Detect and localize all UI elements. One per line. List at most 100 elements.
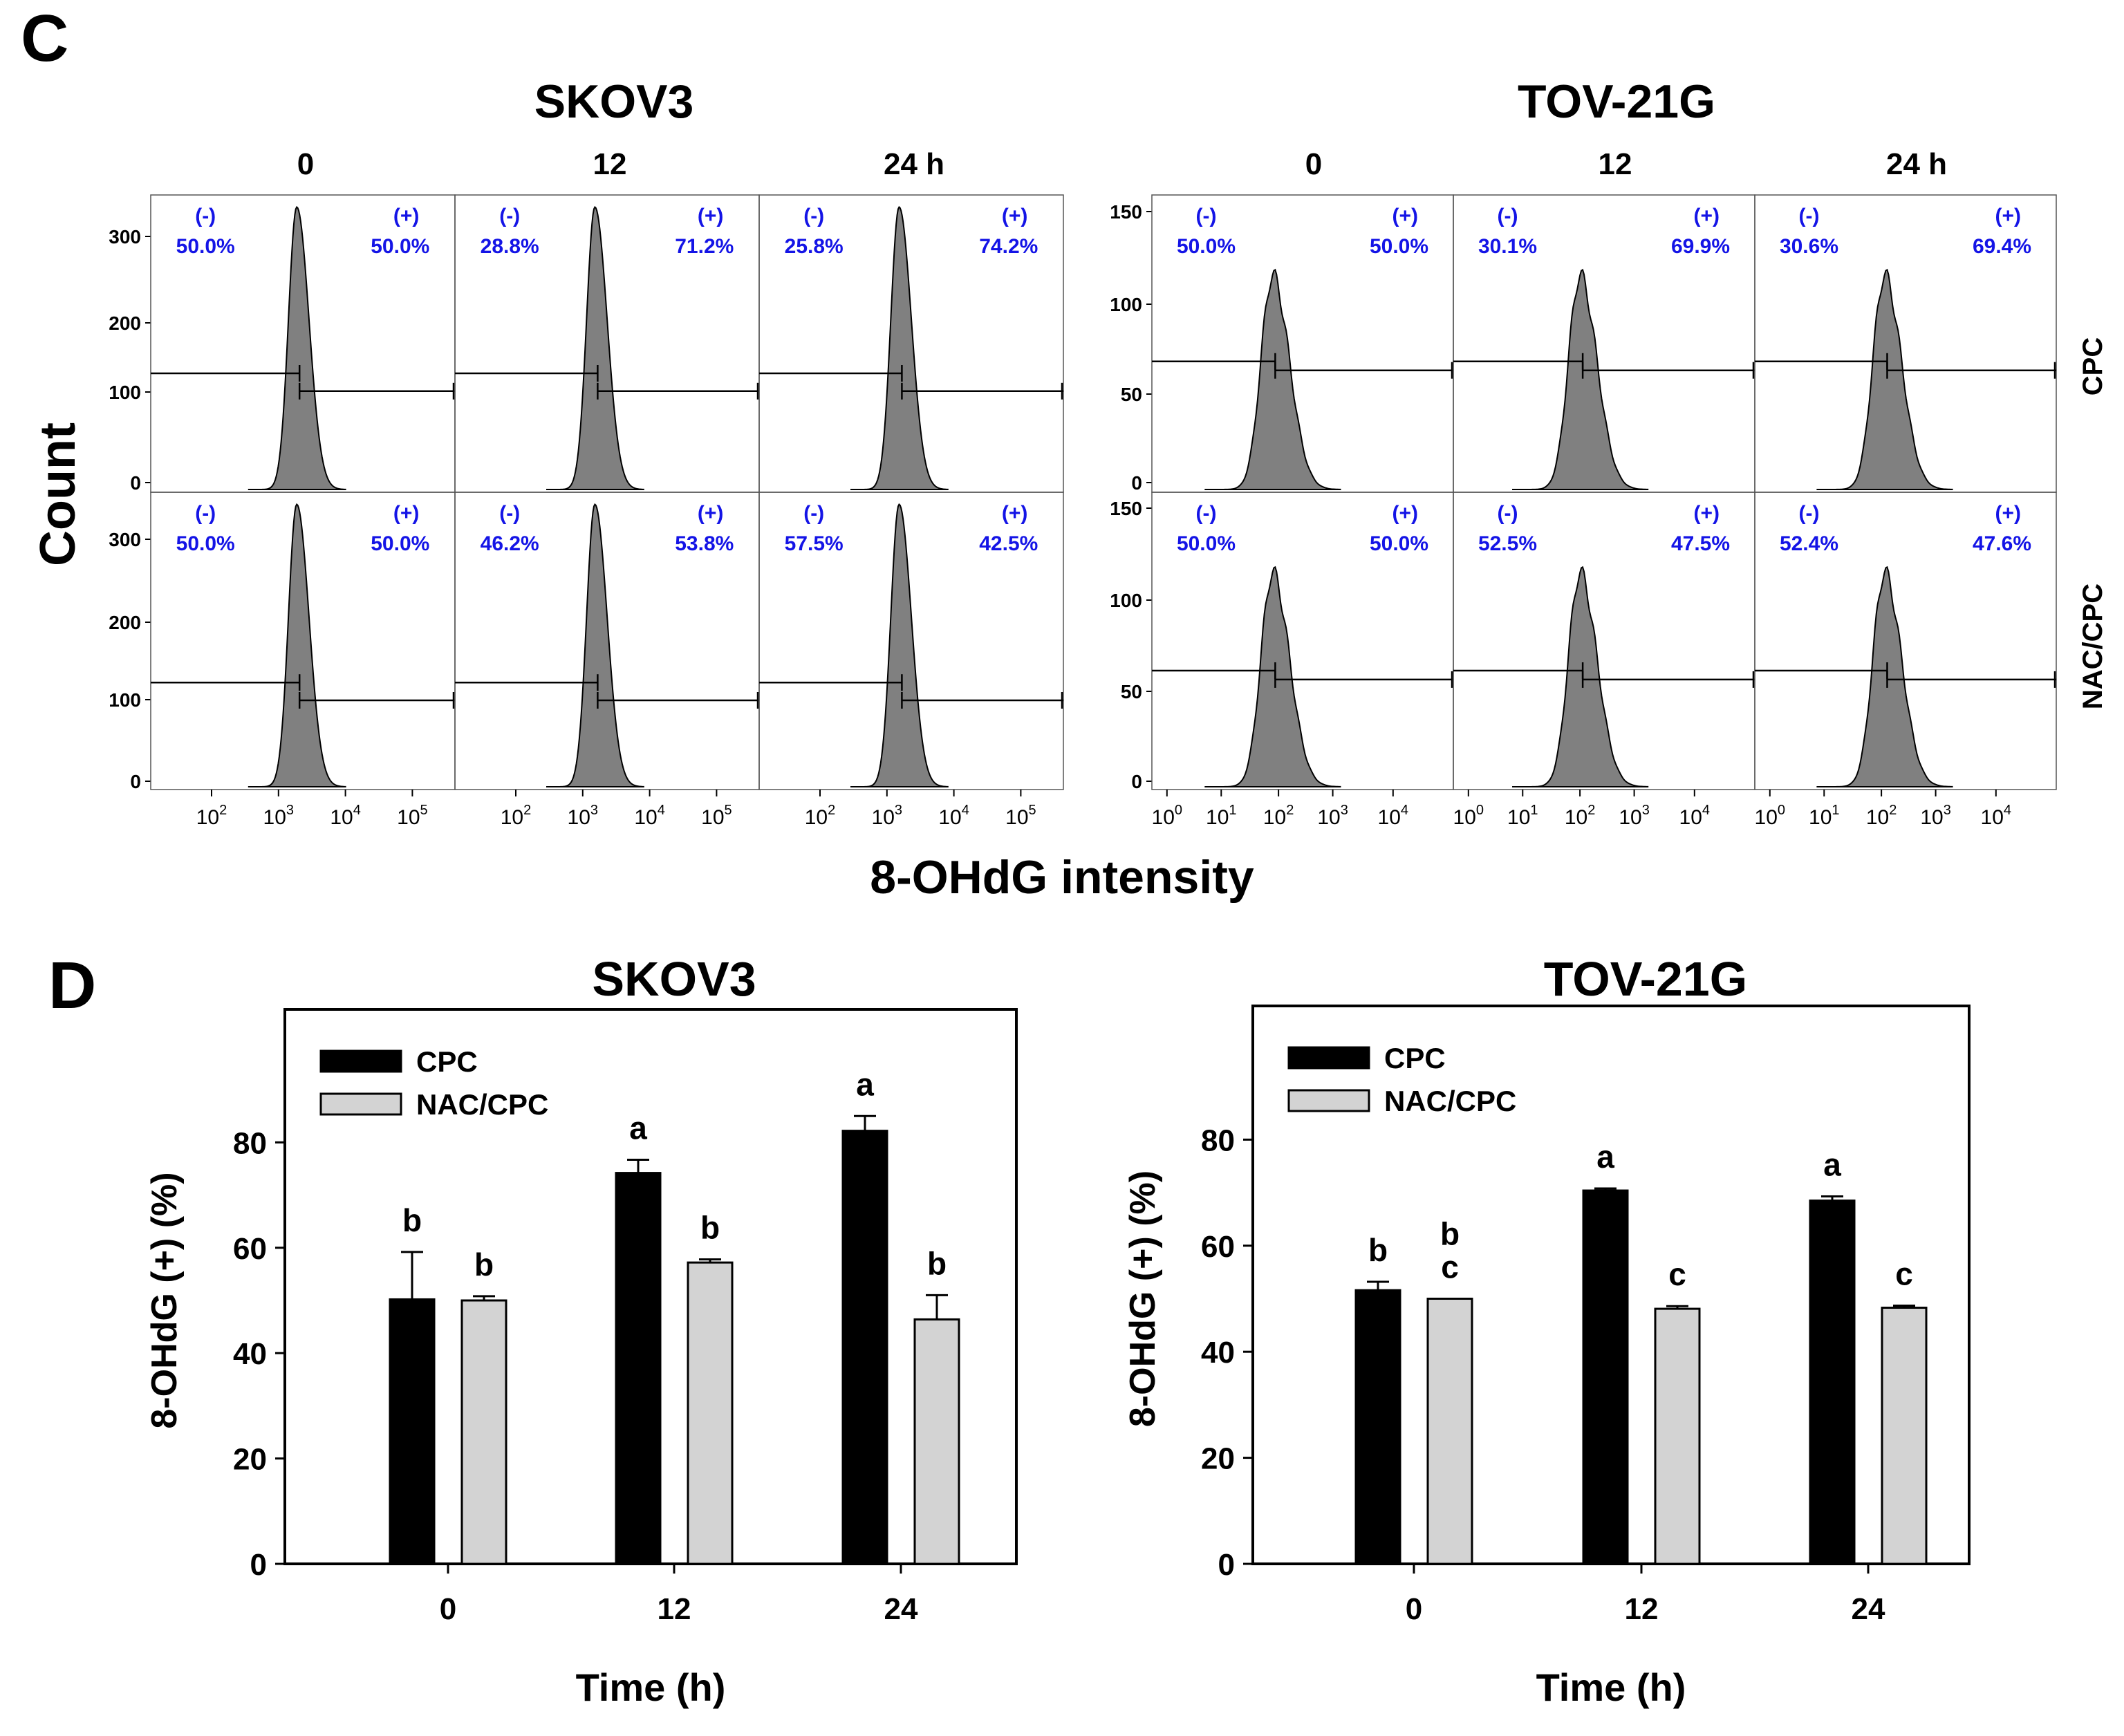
y-tick-label: 20 bbox=[1201, 1442, 1235, 1476]
y-tick-label: 60 bbox=[1201, 1230, 1235, 1264]
gate-neg-label: (-) bbox=[1798, 502, 1819, 525]
y-tick-label: 50 bbox=[1121, 384, 1142, 405]
gate-pos-label: (+) bbox=[1693, 502, 1720, 525]
gate-neg-label: (-) bbox=[1798, 205, 1819, 227]
tov-time-0: 0 bbox=[1305, 147, 1322, 181]
x-tick-label: 101 bbox=[1206, 803, 1237, 829]
row-label-nac-cpc: NAC/CPC bbox=[2078, 584, 2108, 709]
x-tick-label: 105 bbox=[701, 803, 732, 829]
significance-letter: a bbox=[856, 1066, 874, 1102]
significance-letter: a bbox=[629, 1110, 647, 1146]
row-label-cpc: CPC bbox=[2078, 337, 2108, 395]
neg-percent: 50.0% bbox=[176, 532, 235, 555]
histogram-peak bbox=[546, 205, 644, 490]
x-axis-label: Time (h) bbox=[576, 1665, 726, 1709]
gate-pos-label: (+) bbox=[1693, 205, 1720, 227]
y-tick-label: 0 bbox=[130, 472, 141, 494]
pos-percent: 74.2% bbox=[979, 235, 1038, 258]
x-tick-label: 104 bbox=[938, 803, 969, 829]
significance-letter: b bbox=[402, 1202, 422, 1238]
x-tick-label: 102 bbox=[501, 803, 532, 829]
neg-percent: 52.4% bbox=[1780, 532, 1838, 555]
histogram-peak bbox=[248, 205, 346, 490]
skov3-time-0: 0 bbox=[297, 147, 314, 181]
x-tick-label: 105 bbox=[397, 803, 428, 829]
y-tick-label: 40 bbox=[233, 1337, 267, 1371]
y-tick-label: 300 bbox=[109, 226, 141, 248]
gate-neg-label: (-) bbox=[1497, 502, 1518, 525]
x-tick-label: 12 bbox=[658, 1592, 691, 1626]
histogram-peak bbox=[1816, 566, 1953, 787]
significance-letter: b bbox=[927, 1245, 947, 1281]
x-tick-label: 103 bbox=[1920, 803, 1951, 829]
bar bbox=[841, 1130, 888, 1565]
gate-pos-label: (+) bbox=[698, 502, 724, 525]
x-tick-label: 12 bbox=[1625, 1592, 1659, 1626]
neg-percent: 52.5% bbox=[1478, 532, 1537, 555]
pos-percent: 69.4% bbox=[1973, 235, 2031, 258]
histogram-peak bbox=[1204, 566, 1341, 787]
x-tick-label: 0 bbox=[440, 1592, 456, 1626]
x-tick-label: 104 bbox=[634, 803, 665, 829]
bar-chart-title: TOV-21G bbox=[1544, 952, 1747, 1006]
bar bbox=[389, 1298, 436, 1565]
y-tick-label: 0 bbox=[1131, 771, 1142, 792]
y-tick-label: 80 bbox=[1201, 1123, 1235, 1157]
bar bbox=[460, 1299, 507, 1565]
bar bbox=[1426, 1298, 1473, 1565]
histogram-peak bbox=[248, 503, 346, 787]
legend-label: CPC bbox=[416, 1045, 478, 1078]
x-tick-label: 104 bbox=[1378, 803, 1409, 829]
x-tick-label: 102 bbox=[1263, 803, 1294, 829]
bar bbox=[1354, 1289, 1401, 1565]
significance-letter: b bbox=[700, 1210, 720, 1246]
gate-neg-label: (-) bbox=[803, 502, 824, 525]
panel-c-label: C bbox=[21, 1, 68, 75]
y-tick-label: 60 bbox=[233, 1232, 267, 1266]
y-tick-label: 50 bbox=[1121, 681, 1142, 702]
bar bbox=[687, 1261, 734, 1565]
x-tick-label: 102 bbox=[1565, 803, 1596, 829]
x-tick-label: 102 bbox=[805, 803, 836, 829]
x-tick-label: 100 bbox=[1453, 803, 1484, 829]
x-tick-label: 24 bbox=[1852, 1592, 1885, 1626]
gate-pos-label: (+) bbox=[698, 205, 724, 227]
x-tick-label: 104 bbox=[1981, 803, 2012, 829]
pos-percent: 50.0% bbox=[371, 532, 429, 555]
neg-percent: 30.6% bbox=[1780, 235, 1838, 258]
legend-label: NAC/CPC bbox=[1384, 1085, 1516, 1117]
tov21g-title: TOV-21G bbox=[1518, 75, 1715, 128]
bar bbox=[1809, 1200, 1856, 1565]
y-tick-label: 0 bbox=[1218, 1548, 1235, 1582]
gate-pos-label: (+) bbox=[1995, 502, 2021, 525]
y-tick-label: 40 bbox=[1201, 1336, 1235, 1370]
significance-letter: c bbox=[1895, 1256, 1913, 1291]
x-tick-label: 24 bbox=[884, 1592, 918, 1626]
y-tick-label: 0 bbox=[1131, 472, 1142, 494]
significance-letter: b bbox=[1368, 1232, 1388, 1268]
gate-neg-label: (-) bbox=[195, 205, 216, 227]
gate-pos-label: (+) bbox=[393, 205, 420, 227]
skov3-title: SKOV3 bbox=[534, 75, 694, 128]
x-tick-label: 104 bbox=[1679, 803, 1711, 829]
tov-time-24: 24 h bbox=[1886, 147, 1947, 181]
intensity-xlabel: 8-OHdG intensity bbox=[870, 851, 1254, 904]
x-axis-label: Time (h) bbox=[1536, 1665, 1686, 1709]
neg-percent: 30.1% bbox=[1478, 235, 1537, 258]
x-tick-label: 0 bbox=[1406, 1592, 1422, 1626]
significance-letter: a bbox=[1596, 1139, 1614, 1175]
tov-time-12: 12 bbox=[1599, 147, 1632, 181]
y-tick-label: 300 bbox=[109, 529, 141, 550]
significance-letter: c bbox=[1441, 1249, 1459, 1285]
bar-chart-title: SKOV3 bbox=[592, 952, 756, 1006]
neg-percent: 50.0% bbox=[176, 235, 235, 258]
histogram-peak bbox=[850, 205, 949, 490]
significance-letter: a bbox=[1823, 1146, 1841, 1182]
histogram-peak bbox=[1512, 566, 1649, 787]
y-tick-label: 0 bbox=[130, 771, 141, 792]
y-tick-label: 200 bbox=[109, 612, 141, 633]
legend-label: CPC bbox=[1384, 1042, 1446, 1074]
gate-pos-label: (+) bbox=[1392, 502, 1418, 525]
gate-pos-label: (+) bbox=[393, 502, 420, 525]
pos-percent: 69.9% bbox=[1671, 235, 1730, 258]
